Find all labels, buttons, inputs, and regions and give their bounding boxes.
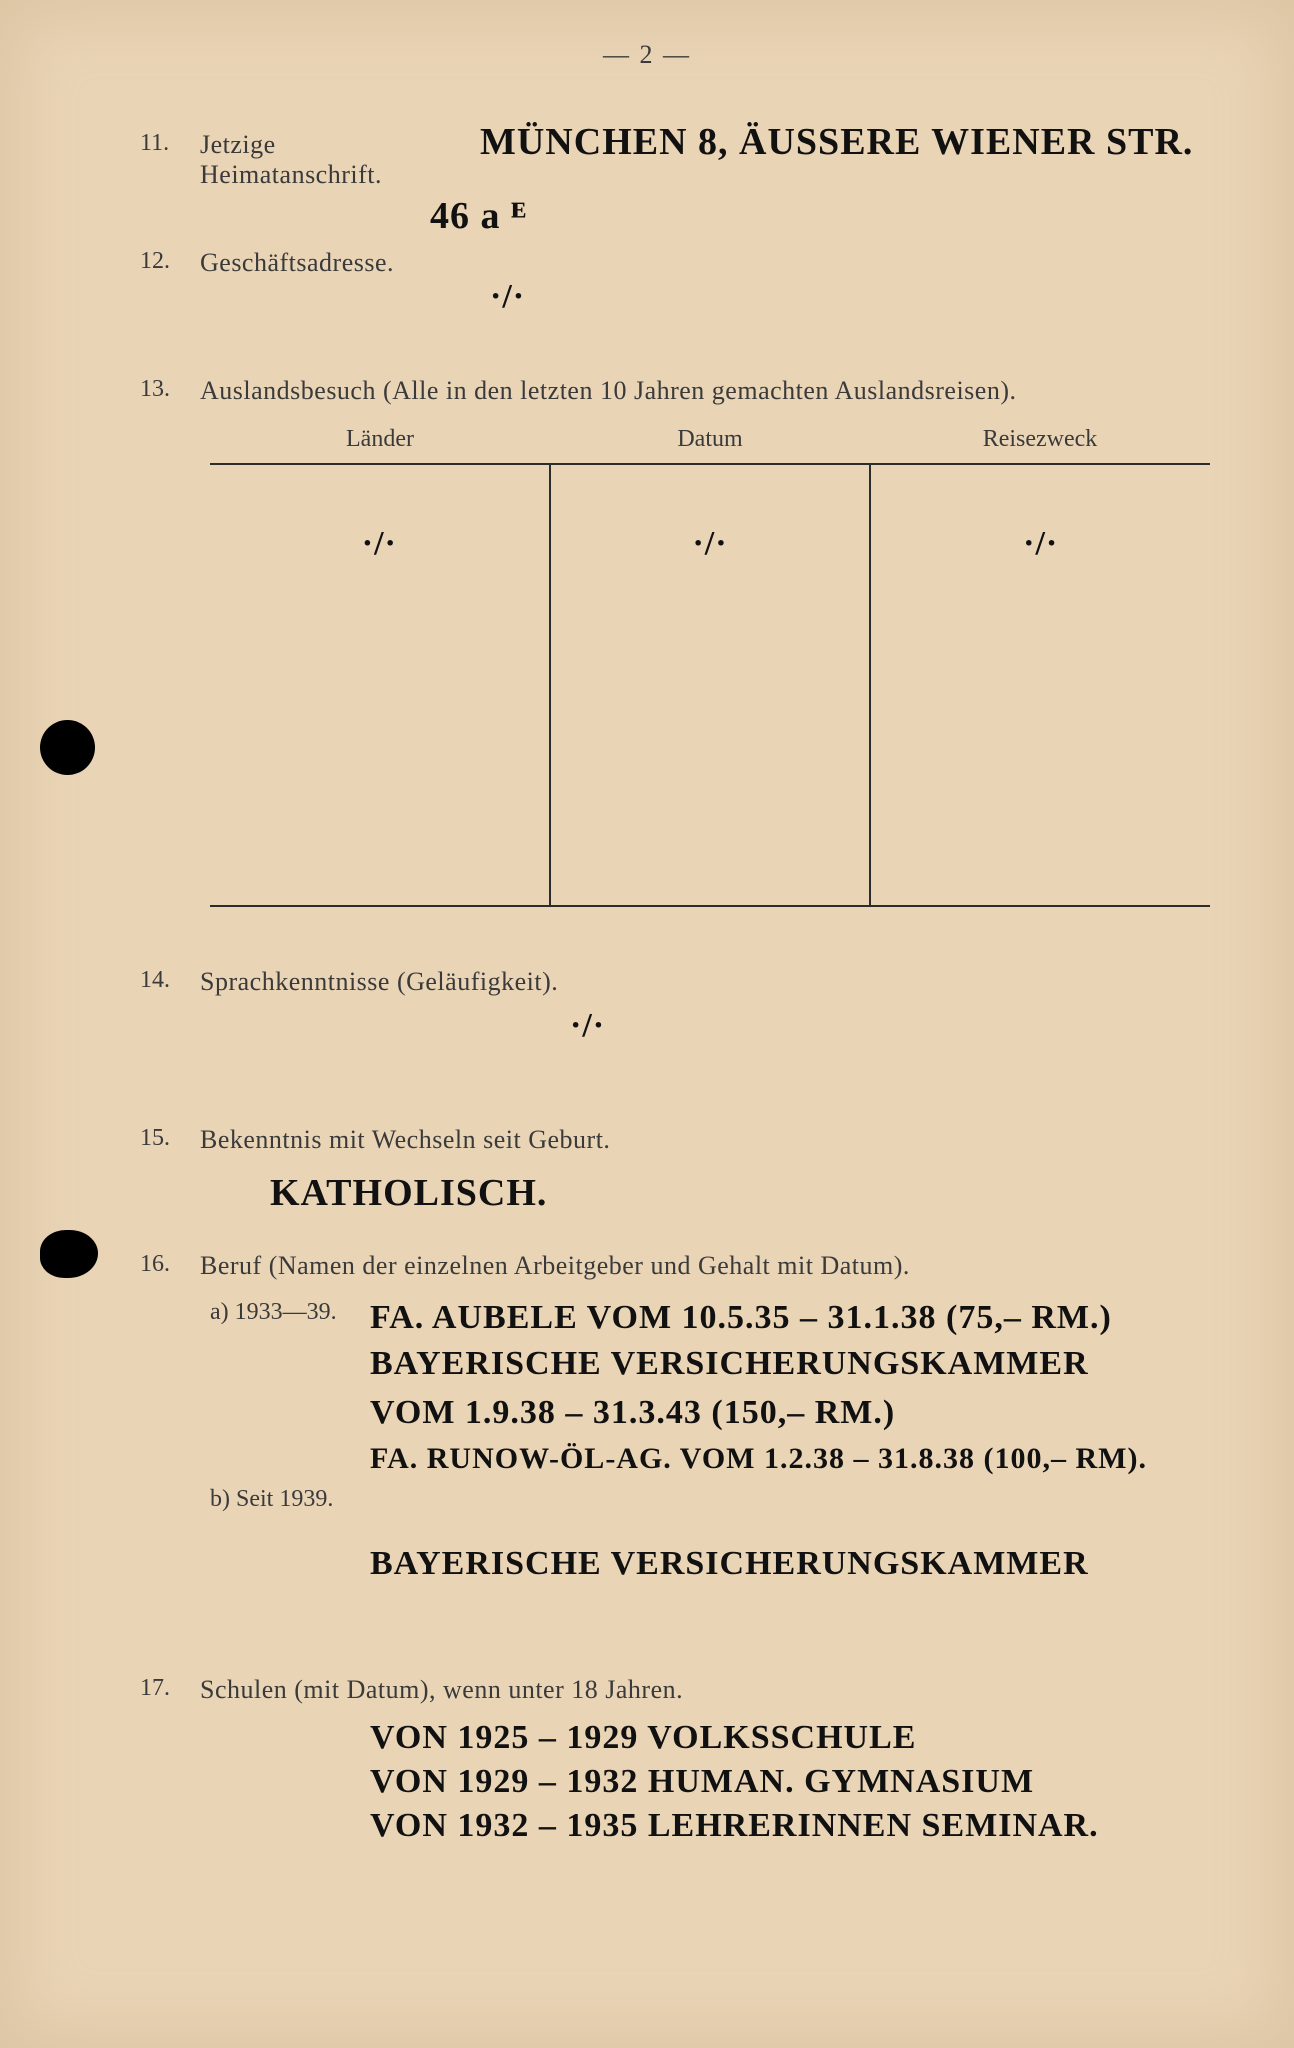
school-line: VON 1932 – 1935 LEHRERINNEN SEMINAR. (370, 1807, 1224, 1845)
field-number: 17. (140, 1675, 200, 1702)
table-body: ·/· ·/· ·/· (210, 463, 1210, 907)
employer-block: BAYERISCHE VERSICHERUNGSKAMMER (370, 1543, 1224, 1586)
field-label: Bekenntnis mit Wechseln seit Geburt. (200, 1125, 610, 1155)
table-header: Reisezweck (870, 426, 1210, 453)
field-answer: KATHOLISCH. (270, 1171, 1224, 1215)
field-number: 12. (140, 248, 200, 275)
employer-line: BAYERISCHE VERSICHERUNGSKAMMER (370, 1543, 1224, 1586)
field-label: Sprachkenntnisse (Geläufigkeit). (200, 967, 558, 997)
field-12: 12. Geschäftsadresse. (140, 248, 1204, 278)
field-16a: a) 1933—39. FA. AUBELE VOM 10.5.35 – 31.… (70, 1299, 1224, 1337)
school-line: VON 1925 – 1929 VOLKSSCHULE (370, 1719, 1224, 1757)
field-label: Auslandsbesuch (Alle in den letzten 10 J… (200, 376, 1017, 406)
field-17: 17. Schulen (mit Datum), wenn unter 18 J… (140, 1675, 1204, 1705)
table-header-row: Länder Datum Reisezweck (210, 426, 1210, 463)
field-15: 15. Bekenntnis mit Wechseln seit Geburt. (140, 1125, 1204, 1155)
employer-line: VOM 1.9.38 – 31.3.43 (150,– RM.) (370, 1392, 1224, 1435)
table-header: Datum (550, 426, 870, 453)
sub-label: a) 1933—39. (210, 1299, 370, 1337)
sub-label: b) Seit 1939. (210, 1486, 370, 1513)
school-line: VON 1929 – 1932 HUMAN. GYMNASIUM (370, 1763, 1224, 1801)
hole-punch-icon (40, 1230, 98, 1278)
field-11: 11. Jetzige Heimatanschrift. MÜNCHEN 8, … (140, 130, 1204, 190)
field-answer-line2: 46 a ᴱ (430, 194, 1224, 238)
field-label: Beruf (Namen der einzelnen Arbeitgeber u… (200, 1251, 910, 1281)
field-number: 14. (140, 967, 200, 994)
employer-line: BAYERISCHE VERSICHERUNGSKAMMER (370, 1343, 1224, 1386)
field-answer: ·/· (490, 278, 1224, 316)
field-answer: MÜNCHEN 8, ÄUSSERE WIENER STR. (480, 120, 1193, 164)
field-number: 15. (140, 1125, 200, 1152)
table-cell: ·/· (362, 525, 397, 563)
hole-punch-icon (40, 720, 95, 775)
table-header: Länder (210, 426, 550, 453)
field-number: 16. (140, 1251, 200, 1278)
schools-block: VON 1925 – 1929 VOLKSSCHULE VON 1929 – 1… (370, 1719, 1224, 1845)
field-13: 13. Auslandsbesuch (Alle in den letzten … (140, 376, 1204, 406)
employer-line: FA. AUBELE VOM 10.5.35 – 31.1.38 (75,– R… (370, 1299, 1112, 1336)
field-14: 14. Sprachkenntnisse (Geläufigkeit). (140, 967, 1204, 997)
employer-block: BAYERISCHE VERSICHERUNGSKAMMER VOM 1.9.3… (370, 1343, 1224, 1478)
field-answer: ·/· (570, 1007, 1224, 1045)
field-number: 13. (140, 376, 200, 403)
travel-table: Länder Datum Reisezweck ·/· ·/· ·/· (210, 426, 1210, 907)
table-cell: ·/· (1023, 525, 1058, 563)
table-cell: ·/· (692, 525, 727, 563)
field-16: 16. Beruf (Namen der einzelnen Arbeitgeb… (140, 1251, 1204, 1281)
field-label: Jetzige Heimatanschrift. (200, 130, 460, 190)
field-label: Geschäftsadresse. (200, 248, 460, 278)
field-16b: b) Seit 1939. (70, 1486, 1224, 1513)
page-number: — 2 — (603, 40, 691, 70)
employer-line: FA. RUNOW-ÖL-AG. VOM 1.2.38 – 31.8.38 (1… (370, 1440, 1224, 1478)
field-label: Schulen (mit Datum), wenn unter 18 Jahre… (200, 1675, 683, 1705)
document-page: — 2 — 11. Jetzige Heimatanschrift. MÜNCH… (0, 0, 1294, 2048)
field-number: 11. (140, 130, 200, 157)
